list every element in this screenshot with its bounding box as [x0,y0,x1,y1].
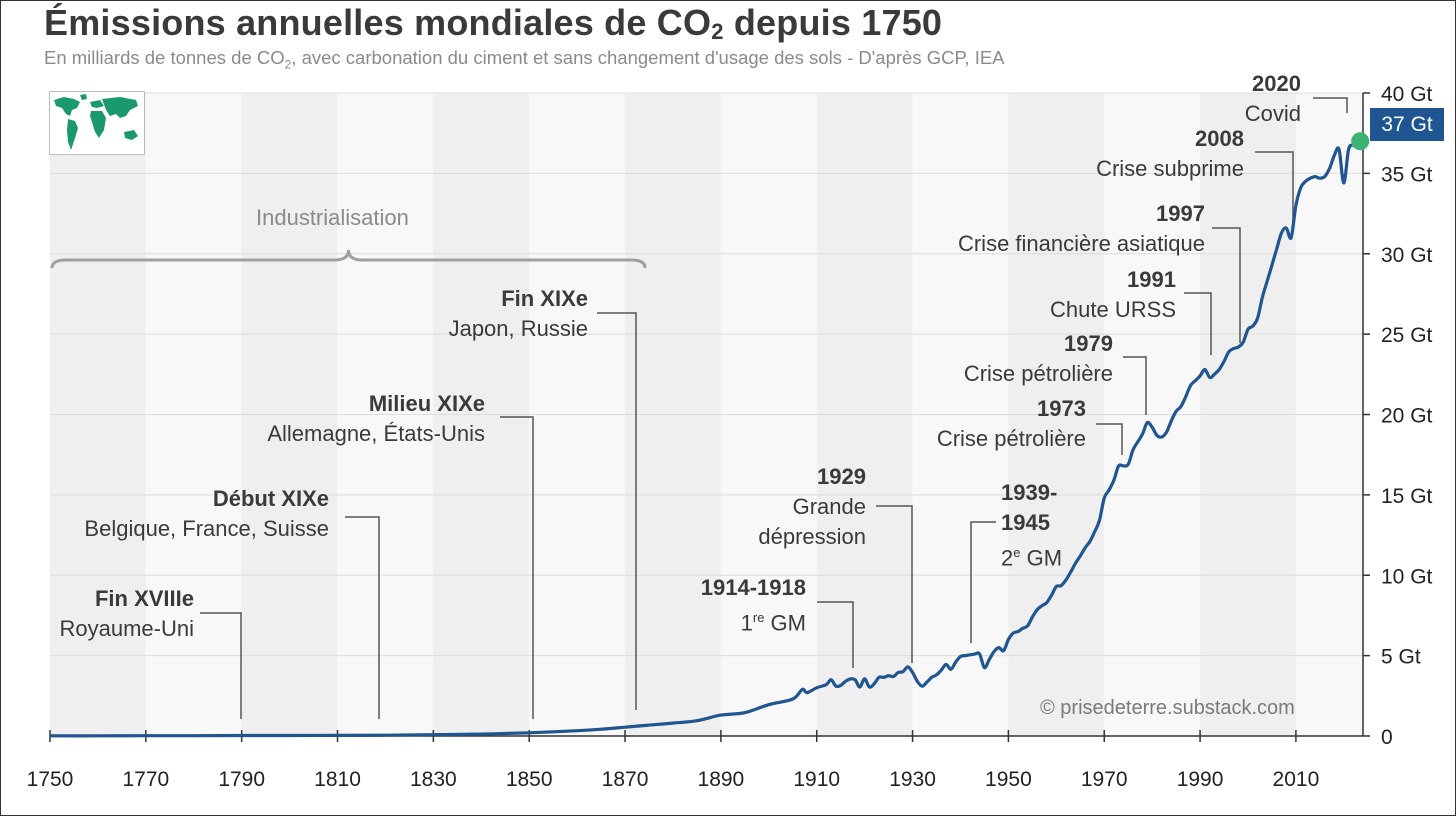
x-tick-label-2010: 2010 [1273,768,1320,791]
industrialisation-label: Industrialisation [256,205,409,230]
x-tick-label-1770: 1770 [122,768,169,791]
x-tick-label-1990: 1990 [1177,768,1224,791]
annotation-1929: 1929 Grande dépression [758,464,866,549]
x-tick-label-1830: 1830 [410,768,457,791]
leader-1917 [817,601,854,668]
world-map-icon [49,91,145,155]
leader-1790 [200,612,242,719]
annotation-leaders [200,97,1348,719]
background-bands [50,93,1363,736]
y-tick-label-35: 35 Gt [1381,163,1433,186]
annotation-1997: 1997 Crise financière asiatique [957,201,1205,256]
x-axis: 1750 1770 1790 1810 1830 1850 1870 1890 1910 1930… [27,730,1363,791]
y-tick-label-40: 40 Gt [1381,83,1433,106]
y-axis: 0 5 Gt 10 Gt 15 Gt 20 Gt 25 Gt 30 Gt 35 Gt 40 Gt [1362,83,1433,749]
leader-1851 [500,416,534,719]
chart-subtitle: En milliards de tonnes de CO2, avec carb… [44,47,1005,72]
x-tick-label-1870: 1870 [602,768,649,791]
leader-1979 [1123,356,1147,415]
x-tick-label-1950: 1950 [985,768,1032,791]
chart-title: Émissions annuelles mondiales de CO2 dep… [44,2,943,44]
y-tick-label-30: 30 Gt [1381,244,1433,267]
y-tick-label-5: 5 Gt [1381,646,1421,669]
y-tick-label-10: 10 Gt [1381,565,1433,588]
x-tick-label-1970: 1970 [1081,768,1128,791]
annotation-1939-1945: 1939- 1945 2e GM [1001,480,1063,571]
x-tick-label-1810: 1810 [314,768,361,791]
annotation-1973: 1973 Crise pétrolière [936,396,1086,451]
x-tick-label-1850: 1850 [506,768,553,791]
y-tick-label-20: 20 Gt [1381,405,1433,428]
endpoint-marker [1351,132,1370,151]
annotation-1851: Milieu XIXe Allemagne, États-Unis [267,391,485,446]
annotation-1819: Début XIXe Belgique, France, Suisse [84,486,329,541]
x-tick-label-1890: 1890 [698,768,745,791]
annotation-1914-1918: 1914-1918 1re GM [700,575,806,636]
emissions-series-line [49,135,1360,738]
leader-1997 [1212,227,1241,343]
annotation-2020: 2020 Covid [1244,71,1301,126]
credit-text: © prisedeterre.substack.com [1040,697,1295,719]
leader-1942 [970,521,996,643]
annotation-1991: 1991 Chute URSS [1050,267,1176,322]
leader-1819 [345,516,380,719]
annotation-1979: 1979 Crise pétrolière [963,331,1113,386]
leader-1872 [597,312,637,710]
y-tick-label-0: 0 [1381,726,1393,749]
leader-2008 [1255,151,1294,222]
leader-1929 [876,505,913,663]
leader-1973 [1096,423,1123,455]
x-tick-label-1930: 1930 [889,768,936,791]
current-value-badge: 37 Gt [1370,108,1444,141]
annotation-2008: 2008 Crise subprime [1096,126,1244,181]
gridlines [50,92,1363,657]
x-tick-label-1750: 1750 [27,768,74,791]
y-tick-label-25: 25 Gt [1381,324,1433,347]
leader-1991 [1184,292,1212,355]
y-tick-label-15: 15 Gt [1381,485,1433,508]
x-tick-label-1910: 1910 [793,768,840,791]
industrialisation-bracket [50,249,647,269]
x-tick-label-1790: 1790 [218,768,265,791]
annotation-1790: Fin XVIIIe Royaume-Uni [59,586,195,641]
leader-2020 [1313,97,1348,113]
annotation-1872: Fin XIXe Japon, Russie [448,286,588,341]
